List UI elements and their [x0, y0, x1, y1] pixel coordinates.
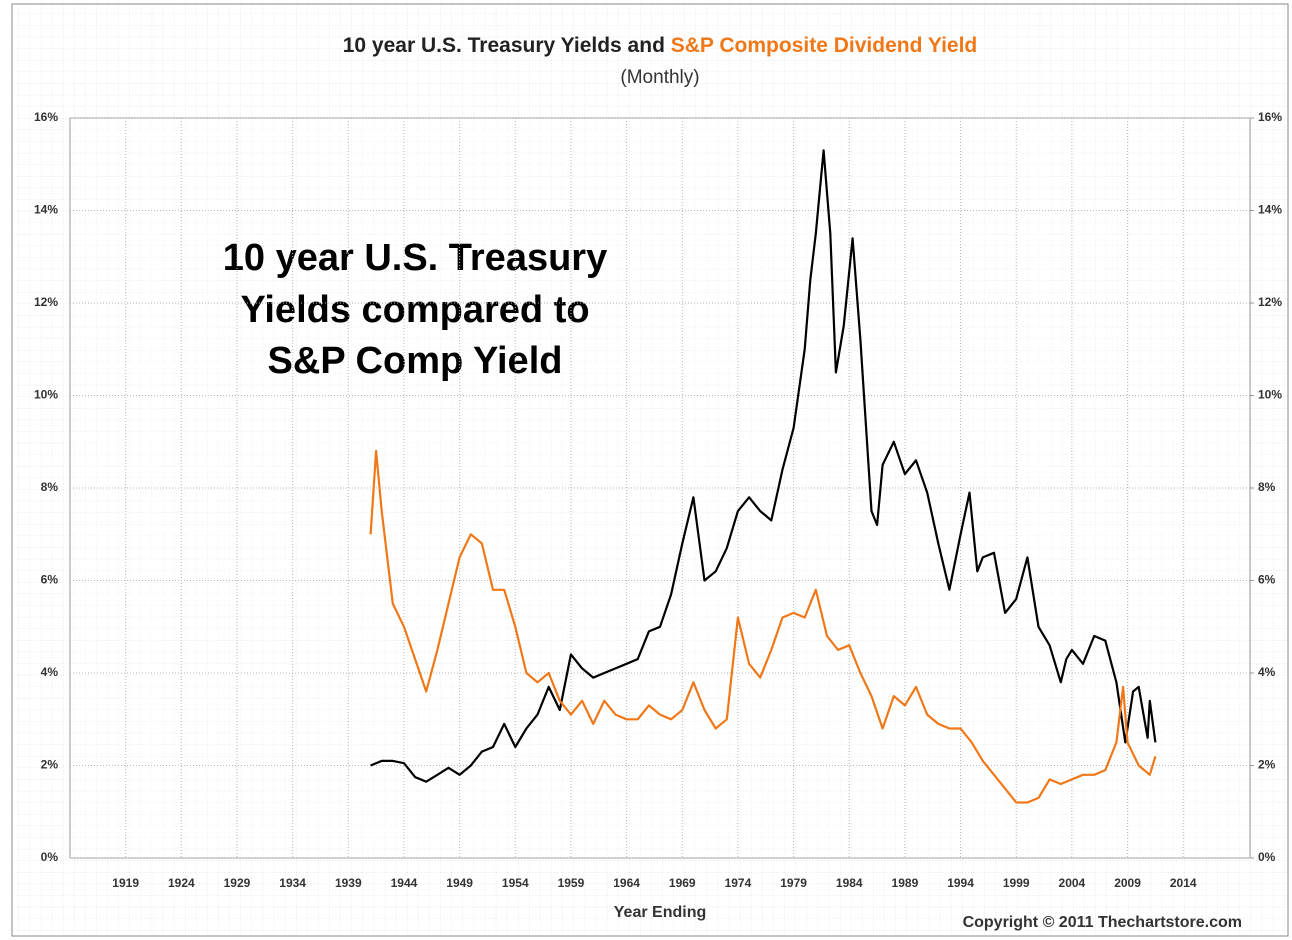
- x-tick-label: 1994: [947, 876, 974, 890]
- y-tick-label: 14%: [34, 203, 58, 217]
- subtitle: (Monthly): [620, 67, 699, 88]
- y-tick-label: 12%: [34, 295, 58, 309]
- y-tick-label: 10%: [34, 388, 58, 402]
- x-tick-label: 1954: [502, 876, 529, 890]
- y-tick-label: 2%: [41, 758, 59, 772]
- frame: [11, 3, 1289, 937]
- y-tick-label: 4%: [41, 665, 59, 679]
- x-tick-label: 1999: [1003, 876, 1030, 890]
- x-tick-label: 1939: [335, 876, 362, 890]
- x-tick-label: 2004: [1059, 876, 1086, 890]
- annotation: Yields compared to: [240, 289, 589, 331]
- x-tick-label: 1924: [168, 876, 195, 890]
- x-tick-label: 1969: [669, 876, 696, 890]
- series-line: [369, 449, 1157, 804]
- x-tick-label: 2009: [1114, 876, 1141, 890]
- credit: Copyright © 2011 Thechartstore.com: [963, 914, 1242, 931]
- x-tick-label: 1974: [725, 876, 752, 890]
- y-tick-label: 0%: [41, 850, 59, 864]
- x-tick-label: 1979: [780, 876, 807, 890]
- y-tick-label: 16%: [34, 110, 58, 124]
- annotation: S&P Comp Yield: [268, 340, 563, 382]
- plot-area: [69, 117, 1251, 859]
- x-tick-label: 1964: [613, 876, 640, 890]
- y-tick-label: 8%: [41, 480, 59, 494]
- x-tick-label: 1984: [836, 876, 863, 890]
- x-tick-label: 1944: [391, 876, 418, 890]
- x-tick-label: 2014: [1170, 876, 1197, 890]
- title-part: 10 year U.S. Treasury Yields and: [343, 34, 665, 57]
- y2-tick-label: 2%: [1258, 758, 1276, 772]
- title-part: S&P Composite Dividend Yield: [671, 34, 978, 57]
- y2-tick-label: 14%: [1258, 203, 1282, 217]
- x-tick-label: 1989: [892, 876, 919, 890]
- y2-tick-label: 10%: [1258, 388, 1282, 402]
- y2-tick-label: 16%: [1258, 110, 1282, 124]
- x-tick-label: 1934: [279, 876, 306, 890]
- y2-tick-label: 12%: [1258, 295, 1282, 309]
- x-tick-label: 1959: [558, 876, 585, 890]
- y2-tick-label: 4%: [1258, 665, 1276, 679]
- annotation: 10 year U.S. Treasury: [223, 237, 607, 279]
- chart-title: 10 year U.S. Treasury Yields and S&P Com…: [343, 34, 978, 57]
- x-tick-label: 1949: [446, 876, 473, 890]
- x-axis-label: Year Ending: [614, 904, 706, 921]
- y2-tick-label: 8%: [1258, 480, 1276, 494]
- y2-tick-label: 0%: [1258, 850, 1276, 864]
- y2-tick-label: 6%: [1258, 573, 1276, 587]
- series-line: [370, 149, 1157, 783]
- x-tick-label: 1919: [112, 876, 139, 890]
- y-tick-label: 6%: [41, 573, 59, 587]
- x-tick-label: 1929: [224, 876, 251, 890]
